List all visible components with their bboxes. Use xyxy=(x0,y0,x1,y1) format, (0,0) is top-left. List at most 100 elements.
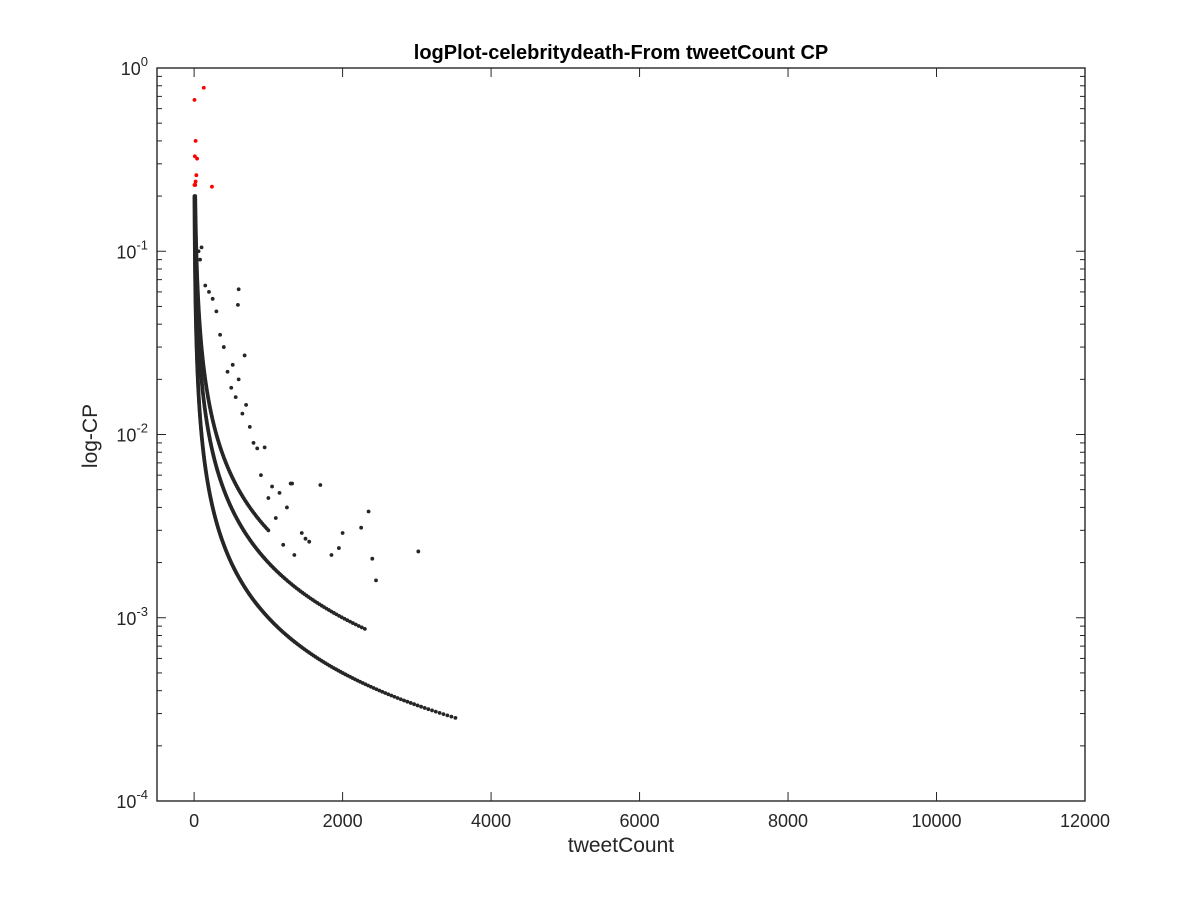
data-point xyxy=(221,345,226,349)
x-tick-label: 8000 xyxy=(768,811,808,831)
x-tick-label: 12000 xyxy=(1060,811,1110,831)
data-point xyxy=(402,698,406,703)
data-point xyxy=(203,283,208,288)
data-point xyxy=(192,97,197,102)
data-point xyxy=(437,711,442,715)
data-point xyxy=(292,553,297,557)
data-point xyxy=(262,445,267,450)
data-point xyxy=(192,183,197,187)
x-axis-label: tweetCount xyxy=(568,834,674,857)
data-point xyxy=(356,624,361,628)
data-point xyxy=(383,691,388,695)
y-tick-label: 10-1 xyxy=(116,237,148,262)
data-point xyxy=(374,687,379,692)
data-point xyxy=(371,686,376,690)
data-point xyxy=(340,531,345,535)
data-point xyxy=(370,556,375,561)
data-point xyxy=(350,621,355,625)
data-point xyxy=(366,509,371,514)
data-point xyxy=(240,411,245,416)
y-axis-label: log-CP xyxy=(79,404,102,468)
data-point xyxy=(244,403,248,407)
data-point xyxy=(236,287,241,292)
data-point xyxy=(230,362,235,367)
data-point xyxy=(426,707,431,712)
data-point xyxy=(193,179,198,184)
data-point xyxy=(359,525,364,530)
chart-title: logPlot-celebritydeath-From tweetCount C… xyxy=(414,42,828,64)
data-point xyxy=(277,491,282,495)
data-point xyxy=(359,625,364,630)
data-point xyxy=(445,713,450,718)
data-point xyxy=(290,481,295,486)
data-point xyxy=(266,496,271,500)
data-point xyxy=(201,85,206,90)
data-point xyxy=(195,156,199,161)
data-point xyxy=(329,553,334,557)
y-axis-ticks: 10-4 10-3 10-2 10-1 100 xyxy=(116,54,1085,812)
data-point xyxy=(395,696,400,700)
data-point xyxy=(374,578,378,583)
x-axis-ticks: 0 2000 4000 6000 8000 10000 12000 xyxy=(189,68,1110,831)
data-point xyxy=(259,473,263,478)
data-point xyxy=(194,173,199,178)
data-point xyxy=(422,706,427,710)
data-point xyxy=(307,539,312,544)
data-point xyxy=(233,395,238,399)
data-point xyxy=(236,302,240,307)
data-point xyxy=(270,484,274,489)
data-point xyxy=(415,703,420,708)
x-tick-label: 10000 xyxy=(911,811,961,831)
data-point xyxy=(441,712,446,717)
data-point xyxy=(433,709,438,714)
data-point xyxy=(266,528,271,533)
data-point xyxy=(386,692,391,697)
data-point xyxy=(192,154,197,159)
plot-frame xyxy=(156,67,1086,802)
data-point xyxy=(225,369,230,374)
data-point xyxy=(255,446,260,451)
data-point xyxy=(430,708,434,713)
data-point xyxy=(345,618,350,623)
x-tick-label: 2000 xyxy=(323,811,363,831)
data-point xyxy=(281,542,286,547)
data-point xyxy=(198,257,202,262)
data-point xyxy=(196,249,201,254)
data-point xyxy=(214,309,219,314)
data-point xyxy=(398,697,403,702)
data-point xyxy=(453,716,458,720)
y-tick-label: 100 xyxy=(121,54,148,79)
data-point xyxy=(285,505,289,510)
data-point xyxy=(362,626,367,631)
data-point xyxy=(405,699,410,704)
data-point xyxy=(199,245,204,250)
data-point xyxy=(449,714,454,719)
y-tick-label: 10-3 xyxy=(116,604,148,629)
data-point xyxy=(236,377,241,382)
data-point xyxy=(419,704,424,709)
data-point xyxy=(273,516,278,520)
data-point xyxy=(229,385,234,390)
data-point xyxy=(318,483,323,487)
data-point xyxy=(412,702,417,707)
data-point xyxy=(251,440,256,445)
data-point xyxy=(392,694,397,699)
data-point xyxy=(348,619,352,624)
data-point xyxy=(193,139,198,143)
data-point xyxy=(303,536,308,541)
y-tick-label: 10-2 xyxy=(116,421,148,446)
data-point xyxy=(389,693,394,698)
plot-points xyxy=(192,85,458,720)
x-tick-label: 6000 xyxy=(620,811,660,831)
data-point xyxy=(247,425,252,429)
data-point xyxy=(210,296,215,301)
x-tick-label: 0 xyxy=(189,811,199,831)
x-tick-label: 4000 xyxy=(471,811,511,831)
data-point xyxy=(353,622,358,627)
data-point xyxy=(408,701,413,705)
data-point xyxy=(377,688,382,693)
data-point xyxy=(380,689,385,694)
data-point xyxy=(299,531,304,535)
data-point xyxy=(336,546,341,550)
